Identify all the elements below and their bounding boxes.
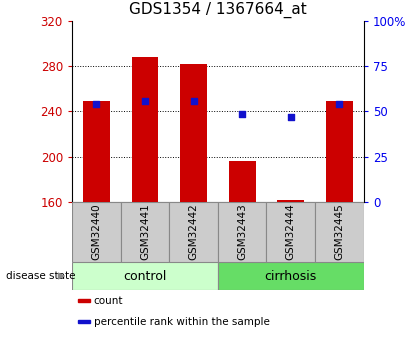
Text: percentile rank within the sample: percentile rank within the sample bbox=[94, 317, 269, 327]
Point bbox=[190, 98, 197, 104]
Bar bbox=[132, 57, 158, 202]
Bar bbox=[120, 202, 169, 262]
Text: GSM32440: GSM32440 bbox=[91, 204, 101, 260]
Bar bbox=[180, 64, 207, 202]
Bar bbox=[326, 101, 353, 202]
Point bbox=[93, 102, 99, 107]
Bar bbox=[266, 202, 315, 262]
Point bbox=[336, 102, 343, 107]
Text: GSM32441: GSM32441 bbox=[140, 204, 150, 260]
Text: count: count bbox=[94, 296, 123, 306]
Bar bbox=[83, 101, 110, 202]
Bar bbox=[315, 202, 364, 262]
Text: GSM32444: GSM32444 bbox=[286, 204, 296, 260]
Bar bbox=[218, 262, 364, 290]
Text: GSM32443: GSM32443 bbox=[237, 204, 247, 260]
Point bbox=[141, 98, 148, 104]
Text: disease state: disease state bbox=[6, 271, 75, 281]
Point bbox=[287, 114, 294, 120]
Point bbox=[239, 111, 245, 116]
Bar bbox=[169, 202, 218, 262]
Bar bbox=[78, 299, 90, 302]
Text: control: control bbox=[123, 269, 166, 283]
Text: cirrhosis: cirrhosis bbox=[265, 269, 317, 283]
Text: GSM32445: GSM32445 bbox=[335, 204, 344, 260]
Bar bbox=[72, 202, 120, 262]
Bar bbox=[218, 202, 266, 262]
Bar bbox=[72, 262, 218, 290]
Bar bbox=[277, 199, 304, 202]
Text: GSM32442: GSM32442 bbox=[189, 204, 199, 260]
Title: GDS1354 / 1367664_at: GDS1354 / 1367664_at bbox=[129, 2, 307, 18]
Bar bbox=[229, 161, 256, 202]
Bar bbox=[78, 321, 90, 323]
